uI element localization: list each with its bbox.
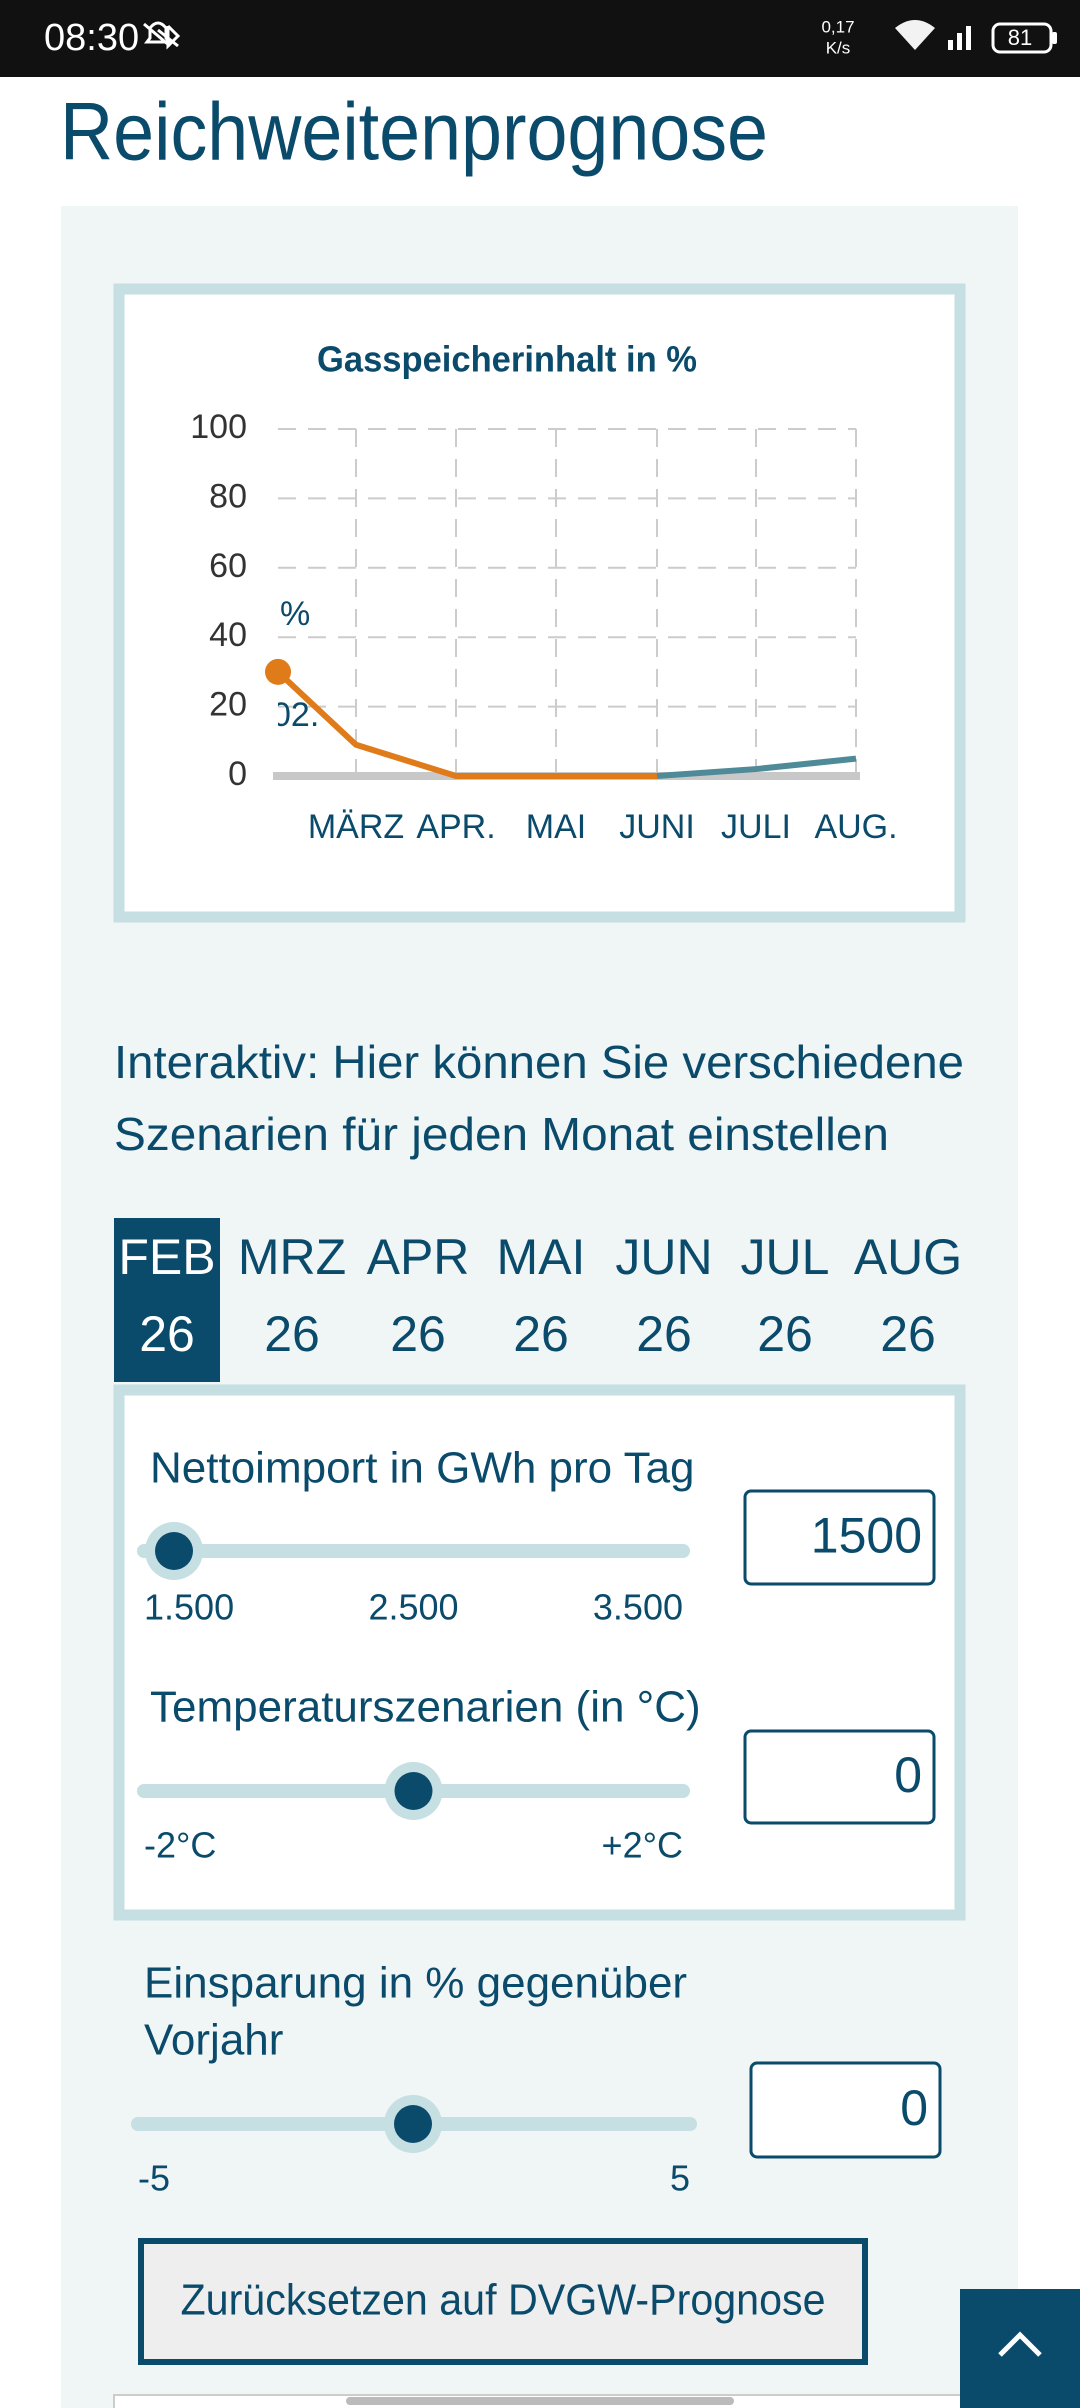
slider-tick-label: 5 bbox=[670, 2158, 690, 2199]
tab-year: 26 bbox=[264, 1306, 320, 1362]
slider-tick-label: 2.500 bbox=[368, 1587, 458, 1628]
tab-year: 26 bbox=[880, 1306, 936, 1362]
series-line bbox=[275, 669, 657, 779]
time: 08:30 bbox=[44, 17, 139, 59]
x-tick-label: JUNI bbox=[619, 808, 695, 846]
intro-text: Szenarien für jeden Monat einstellen bbox=[114, 1108, 889, 1160]
tab-month: APR bbox=[367, 1229, 470, 1285]
tab-month: JUN bbox=[615, 1229, 712, 1285]
slider-label: Nettoimport in GWh pro Tag bbox=[150, 1444, 695, 1493]
number-input[interactable] bbox=[743, 1489, 936, 1586]
x-tick-label: JULI bbox=[721, 808, 791, 846]
y-tick-label: 0 bbox=[228, 755, 247, 793]
slider-tick-label: -2°C bbox=[144, 1825, 216, 1866]
tab-year: 26 bbox=[636, 1306, 692, 1362]
scroll-up-button[interactable] bbox=[960, 2289, 1080, 2408]
tab-year: 26 bbox=[390, 1306, 446, 1362]
chart-box bbox=[113, 283, 966, 923]
scrollbar bbox=[346, 2397, 734, 2405]
status-icons bbox=[143, 20, 1057, 54]
x-tick-label: MAI bbox=[526, 808, 586, 846]
y-tick-label: 60 bbox=[209, 547, 247, 585]
y-tick-label: 40 bbox=[209, 616, 247, 654]
status-bar bbox=[0, 0, 1080, 77]
annotation: % bbox=[280, 595, 310, 633]
slider-knob[interactable] bbox=[394, 2105, 432, 2143]
intro-text: Interaktiv: Hier können Sie verschiedene bbox=[114, 1036, 964, 1088]
reset-button[interactable] bbox=[138, 2238, 868, 2365]
tab-year: 26 bbox=[513, 1306, 569, 1362]
settings-box bbox=[113, 1384, 966, 1921]
series-line bbox=[656, 755, 857, 779]
slider-knob[interactable] bbox=[394, 1772, 433, 1810]
y-tick-label: 100 bbox=[190, 408, 247, 446]
tab-selected[interactable] bbox=[114, 1218, 220, 1382]
input-value: 1500 bbox=[811, 1508, 922, 1564]
reset-button-label: Zurücksetzen auf DVGW-Prognose bbox=[181, 2276, 826, 2325]
page-title: Reichweitenprognose bbox=[60, 87, 768, 178]
network-speed: 0,17 bbox=[821, 17, 854, 36]
tab-year: 26 bbox=[757, 1306, 813, 1362]
slider-tick-label: 3.500 bbox=[593, 1587, 683, 1628]
input-value: 0 bbox=[894, 1747, 922, 1803]
x-tick-label: APR. bbox=[416, 808, 495, 846]
slider-knob[interactable] bbox=[155, 1532, 193, 1570]
tab-month: AUG bbox=[854, 1229, 962, 1285]
number-input[interactable] bbox=[743, 1729, 936, 1825]
network-unit: K/s bbox=[826, 38, 851, 57]
input-value: 0 bbox=[900, 2080, 928, 2136]
slider-tick-label: +2°C bbox=[602, 1825, 683, 1866]
tab-month: MAI bbox=[497, 1229, 586, 1285]
chart-title: Gasspeicherinhalt in % bbox=[317, 339, 697, 380]
tab-month: MRZ bbox=[238, 1229, 346, 1285]
series-marker bbox=[265, 658, 291, 685]
slider-tick-label: 1.500 bbox=[144, 1587, 234, 1628]
slider-label: Vorjahr bbox=[144, 2016, 283, 2065]
slider-label: Einsparung in % gegenüber bbox=[144, 1959, 687, 2008]
x-tick-label: AUG. bbox=[814, 808, 897, 846]
number-input[interactable] bbox=[749, 2061, 942, 2159]
tab-month: JUL bbox=[741, 1229, 830, 1285]
x-tick-label: MÄRZ bbox=[308, 808, 404, 846]
tab-month: FEB bbox=[118, 1229, 215, 1285]
slider-label: Temperaturszenarien (in °C) bbox=[150, 1683, 701, 1732]
battery-level: 81 bbox=[1008, 25, 1032, 50]
y-tick-label: 20 bbox=[209, 686, 247, 724]
tab-year: 26 bbox=[139, 1306, 195, 1362]
y-tick-label: 80 bbox=[209, 477, 247, 515]
slider-tick-label: -5 bbox=[138, 2158, 170, 2199]
